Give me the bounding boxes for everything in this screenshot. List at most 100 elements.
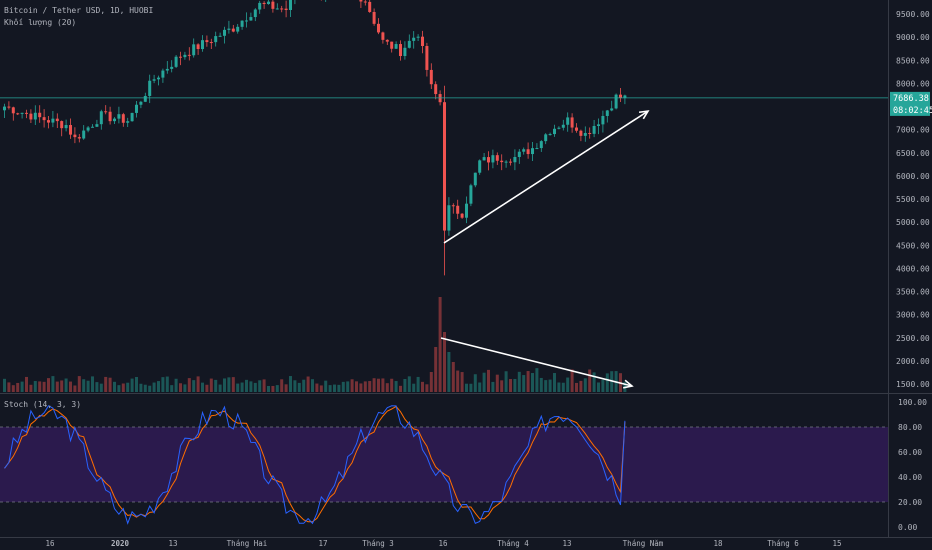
candle-body: [381, 32, 385, 40]
price-tick-label: 8500.00: [896, 56, 930, 65]
volume-bar: [456, 370, 460, 392]
price-tick-label: 9500.00: [896, 10, 930, 19]
volume-bar: [500, 380, 504, 392]
volume-title[interactable]: Khối lượng (20): [4, 18, 77, 27]
candle-body: [20, 112, 24, 114]
volume-bar: [403, 378, 407, 392]
candle-body: [42, 117, 46, 121]
candle-body: [465, 203, 468, 218]
candle-body: [77, 137, 81, 139]
volume-bar: [218, 384, 222, 392]
price-tick-label: 7000.00: [896, 126, 930, 135]
volume-bar: [161, 377, 165, 392]
volume-bar: [73, 385, 77, 392]
candle-body: [363, 1, 367, 3]
candle-body: [152, 79, 156, 81]
candle-body: [583, 132, 587, 136]
volume-bar: [104, 376, 108, 392]
candle-body: [566, 117, 570, 125]
volume-bar: [174, 378, 178, 392]
candle-body: [104, 111, 108, 113]
volume-bar: [55, 381, 59, 392]
volume-bar: [148, 385, 152, 392]
time-tick-label: 13: [168, 539, 177, 548]
candle-body: [170, 66, 174, 69]
candle-body: [575, 127, 578, 131]
stoch-tick-label: 0.00: [898, 523, 917, 532]
candle-body: [605, 110, 609, 116]
time-tick-label: 2020: [111, 539, 130, 548]
candle-body: [240, 20, 244, 27]
candle-body: [399, 44, 402, 57]
volume-bar: [539, 377, 543, 392]
candle-body: [487, 157, 490, 163]
volume-bar: [566, 377, 570, 392]
stoch-band-fill: [0, 427, 888, 502]
volume-bar: [337, 384, 341, 392]
price-tick-label: 4000.00: [896, 264, 930, 273]
candle-body: [60, 121, 64, 129]
volume-bar: [548, 379, 552, 392]
volume-bar: [99, 383, 103, 392]
time-tick-label: Tháng 3: [362, 539, 394, 548]
volume-bar: [513, 378, 517, 392]
candle-body: [258, 2, 262, 10]
volume-bar: [482, 372, 486, 392]
volume-bar: [588, 369, 592, 392]
volume-bar: [135, 376, 138, 392]
candle-body: [451, 205, 455, 207]
volume-bar: [346, 381, 350, 392]
stoch-tick-label: 100.00: [898, 398, 927, 407]
time-tick-label: Tháng 6: [767, 539, 799, 548]
symbol-title[interactable]: Bitcoin / Tether USD, 1D, HUOBI: [4, 6, 154, 15]
chart-header: Bitcoin / Tether USD, 1D, HUOBI Khối lượ…: [4, 6, 153, 27]
candle-body: [535, 148, 539, 150]
volume-bar: [223, 378, 226, 392]
stoch-title[interactable]: Stoch (14, 3, 3): [4, 400, 82, 409]
price-tick-label: 9000.00: [896, 33, 930, 42]
stoch-tick-label: 40.00: [898, 473, 922, 482]
candle-body: [139, 101, 143, 105]
candle-body: [517, 151, 521, 157]
price-tick-label: 2500.00: [896, 334, 930, 343]
candle-body: [51, 118, 55, 123]
volume-bar: [544, 380, 548, 392]
candle-body: [108, 111, 112, 122]
candle-body: [245, 20, 248, 22]
stoch-header: Stoch (14, 3, 3): [4, 400, 81, 409]
price-tick-label: 6000.00: [896, 172, 930, 181]
volume-bar: [262, 379, 266, 392]
candle-body: [284, 8, 288, 10]
candle-body: [614, 94, 618, 109]
volume-bar: [275, 385, 279, 392]
trend-arrows: [440, 110, 650, 389]
candle-body: [55, 118, 59, 122]
volume-bar: [20, 381, 24, 392]
volume-bar: [517, 371, 521, 392]
volume-bar: [157, 381, 160, 392]
time-tick-label: 13: [562, 539, 571, 548]
volume-bar: [86, 380, 90, 392]
volume-bar: [47, 378, 50, 392]
candle-body: [377, 23, 380, 33]
price-tick-label: 5000.00: [896, 218, 930, 227]
volume-bar: [77, 376, 81, 392]
candle-body: [82, 130, 86, 139]
candle-body: [610, 108, 614, 111]
candle-body: [394, 44, 398, 49]
volume-bar: [170, 385, 174, 392]
volume-bar: [469, 383, 473, 392]
candle-body: [73, 134, 77, 138]
candle-body: [412, 37, 416, 41]
volume-bar: [297, 382, 301, 392]
volume-bar: [443, 332, 446, 392]
price-grid: [0, 0, 932, 538]
volume-bar: [487, 369, 490, 392]
axes: 9500.009000.008500.008000.007500.007000.…: [45, 10, 929, 548]
volume-bar: [429, 372, 433, 392]
volume-bar: [535, 368, 539, 392]
candle-body: [117, 114, 121, 119]
volume-bar: [504, 371, 508, 392]
candle-body: [390, 41, 394, 49]
